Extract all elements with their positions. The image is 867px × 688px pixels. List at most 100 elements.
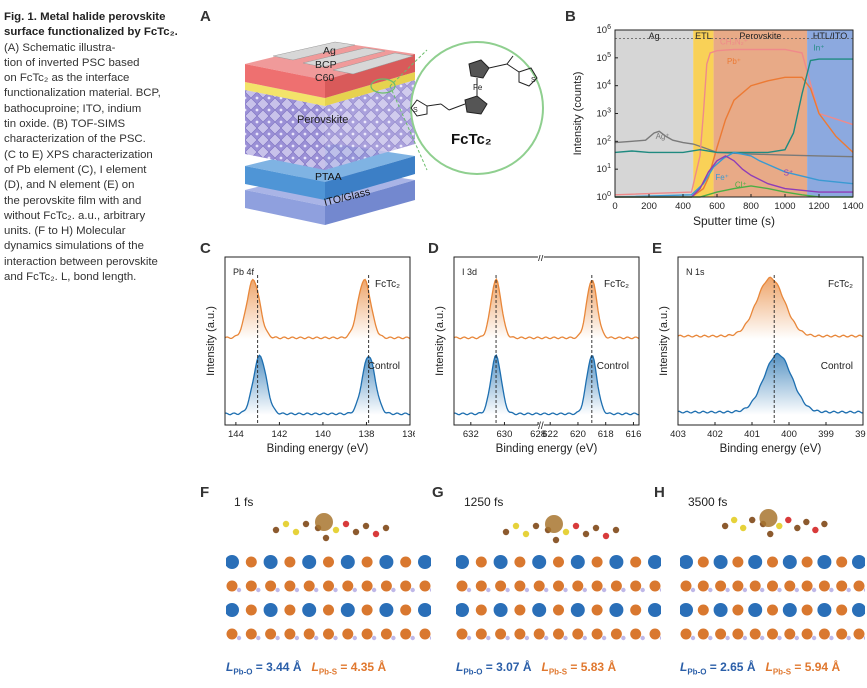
md-i-atom <box>245 628 257 640</box>
md-molecule-atom <box>562 528 570 536</box>
plot-frame <box>224 256 411 426</box>
md-molecule-atom <box>502 528 510 536</box>
bond-length-pb-o: LPb-O = 3.44 Å <box>226 660 302 677</box>
fe-atom-label: Fe <box>473 83 483 92</box>
bond-length-pb-s: LPb-S = 5.94 Å <box>765 660 841 677</box>
x-axis-title: Sputter time (s) <box>693 214 775 228</box>
md-i-atom <box>836 580 848 592</box>
s-atom-label-right: S <box>531 77 536 84</box>
md-organic-cation <box>466 587 472 593</box>
md-i-atom <box>245 604 257 616</box>
md-pb-atom <box>456 603 469 617</box>
y-tick-label: 104 <box>597 80 612 92</box>
molecule-name: FcTc₂ <box>451 131 492 148</box>
y-tick-label: 106 <box>597 24 612 36</box>
x-tick-label: 399 <box>818 429 834 440</box>
x-tick-label: 402 <box>707 429 723 440</box>
md-organic-cation <box>410 635 415 641</box>
md-organic-cation <box>314 635 319 641</box>
md-i-atom <box>475 556 487 568</box>
md-organic-cation <box>659 588 661 592</box>
md-i-atom <box>475 580 487 592</box>
md-organic-cation <box>621 635 626 641</box>
legend-control: Control <box>821 361 853 372</box>
axis-break-mark: // <box>538 421 544 432</box>
md-organic-cation <box>352 587 357 593</box>
region-perovskite <box>713 30 808 197</box>
region-label: ETL <box>695 31 712 41</box>
legend-fctc2: FcTc₂ <box>375 279 400 290</box>
md-molecule-atom <box>272 526 280 534</box>
md-organic-cation <box>794 587 799 593</box>
caption-line: functionalization material. BCP, <box>4 87 161 100</box>
md-i-atom <box>836 556 848 568</box>
md-pb-atom <box>713 555 728 569</box>
layer-label-bcp: BCP <box>315 59 337 71</box>
md-ferrocene-core <box>545 515 563 533</box>
md-pb-atom <box>340 603 355 617</box>
md-i-atom <box>553 580 564 592</box>
md-pb-atom <box>493 555 508 569</box>
md-i-atom <box>767 628 778 640</box>
md-organic-cation <box>690 587 696 593</box>
md-organic-cation <box>601 587 607 593</box>
md-pb-atom <box>302 603 317 617</box>
y-axis-title: Intensity (a.u.) <box>434 306 446 376</box>
md-time-label: 1 fs <box>234 495 253 509</box>
xps-curve-fctc2 <box>677 276 864 338</box>
xps-fill-fctc2 <box>454 279 639 339</box>
md-molecule-atom <box>362 522 370 530</box>
md-molecule-atom <box>776 522 783 530</box>
md-i-atom <box>767 604 778 616</box>
md-molecule-atom <box>794 524 801 532</box>
fctc2-molecule-drawing <box>410 55 538 117</box>
layer-label-c60: C60 <box>315 72 334 84</box>
caption-title: Fig. 1. Metal halide perovskite surface … <box>4 11 178 39</box>
md-molecule-atom <box>512 522 520 530</box>
md-organic-cation <box>352 635 357 641</box>
x-tick-label: 398 <box>855 429 866 440</box>
xps-core-level-title: N 1s <box>686 267 705 277</box>
md-pb-atom <box>648 603 661 617</box>
md-molecule-atom <box>821 520 828 528</box>
md-pb-atom <box>570 555 585 569</box>
md-pb-atom <box>852 603 865 617</box>
md-i-atom <box>284 604 296 616</box>
md-pb-atom <box>748 603 763 617</box>
md-molecule-atom <box>602 532 610 540</box>
md-organic-cation <box>524 635 530 641</box>
md-i-atom <box>591 628 603 640</box>
md-i-atom <box>715 628 727 640</box>
md-i-atom <box>245 580 257 592</box>
md-i-atom <box>853 580 865 592</box>
md-i-atom <box>533 580 545 592</box>
plot-frame <box>453 256 640 426</box>
md-molecule-atom <box>282 520 290 528</box>
md-bond-label-g: LPb-O = 3.07 Å LPb-S = 5.83 Å <box>456 660 616 676</box>
md-i-atom <box>265 628 277 640</box>
x-tick-label: 632 <box>463 429 479 440</box>
md-molecule-atom <box>292 528 300 536</box>
y-axis-title: Intensity (a.u.) <box>658 306 670 376</box>
md-i-atom <box>801 604 813 616</box>
md-i-atom <box>380 580 392 592</box>
md-i-atom <box>715 580 727 592</box>
y-tick-label: 101 <box>597 163 612 175</box>
md-organic-cation <box>256 587 261 593</box>
md-i-atom <box>342 628 354 640</box>
caption-line: (C to E) XPS characterization <box>4 148 153 161</box>
md-i-atom <box>400 628 412 640</box>
md-organic-cation <box>742 635 748 641</box>
md-i-atom <box>697 580 709 592</box>
md-i-atom <box>553 628 564 640</box>
md-pb-atom <box>418 555 431 569</box>
y-axis-title: Intensity (counts) <box>572 72 584 156</box>
md-i-atom <box>818 580 830 592</box>
caption-line: characterization of the PSC. <box>4 133 146 146</box>
xps-curve-control <box>225 354 410 416</box>
md-i-atom <box>732 580 744 592</box>
md-pb-atom <box>680 555 693 569</box>
md-pb-atom <box>302 555 317 569</box>
series-annotation: Pb⁺ <box>727 57 741 66</box>
md-organic-cation <box>621 587 626 593</box>
